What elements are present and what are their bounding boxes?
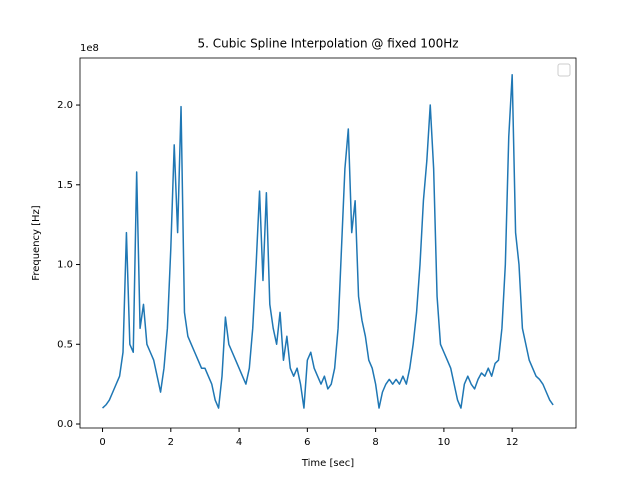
legend-box	[557, 63, 571, 77]
line-series	[102, 74, 554, 409]
y-tick-label: 0.0	[57, 419, 73, 430]
x-tick-label: 8	[372, 437, 378, 448]
x-tick-label: 10	[438, 437, 451, 448]
y-offset-label: 1e8	[80, 43, 99, 54]
y-tick-label: 0.5	[57, 339, 73, 350]
plot-frame	[79, 57, 577, 429]
x-tick-label: 6	[304, 437, 310, 448]
x-tick-label: 0	[99, 437, 105, 448]
x-tick-label: 4	[236, 437, 242, 448]
x-axis-label: Time [sec]	[301, 458, 354, 469]
y-tick-label: 2.0	[57, 100, 73, 111]
chart-title: 5. Cubic Spline Interpolation @ fixed 10…	[197, 37, 458, 51]
x-tick-label: 12	[506, 437, 519, 448]
y-axis-label: Frequency [Hz]	[31, 205, 42, 281]
x-tick-label: 2	[168, 437, 174, 448]
y-tick-label: 1.5	[57, 180, 73, 191]
y-tick-label: 1.0	[57, 260, 73, 271]
